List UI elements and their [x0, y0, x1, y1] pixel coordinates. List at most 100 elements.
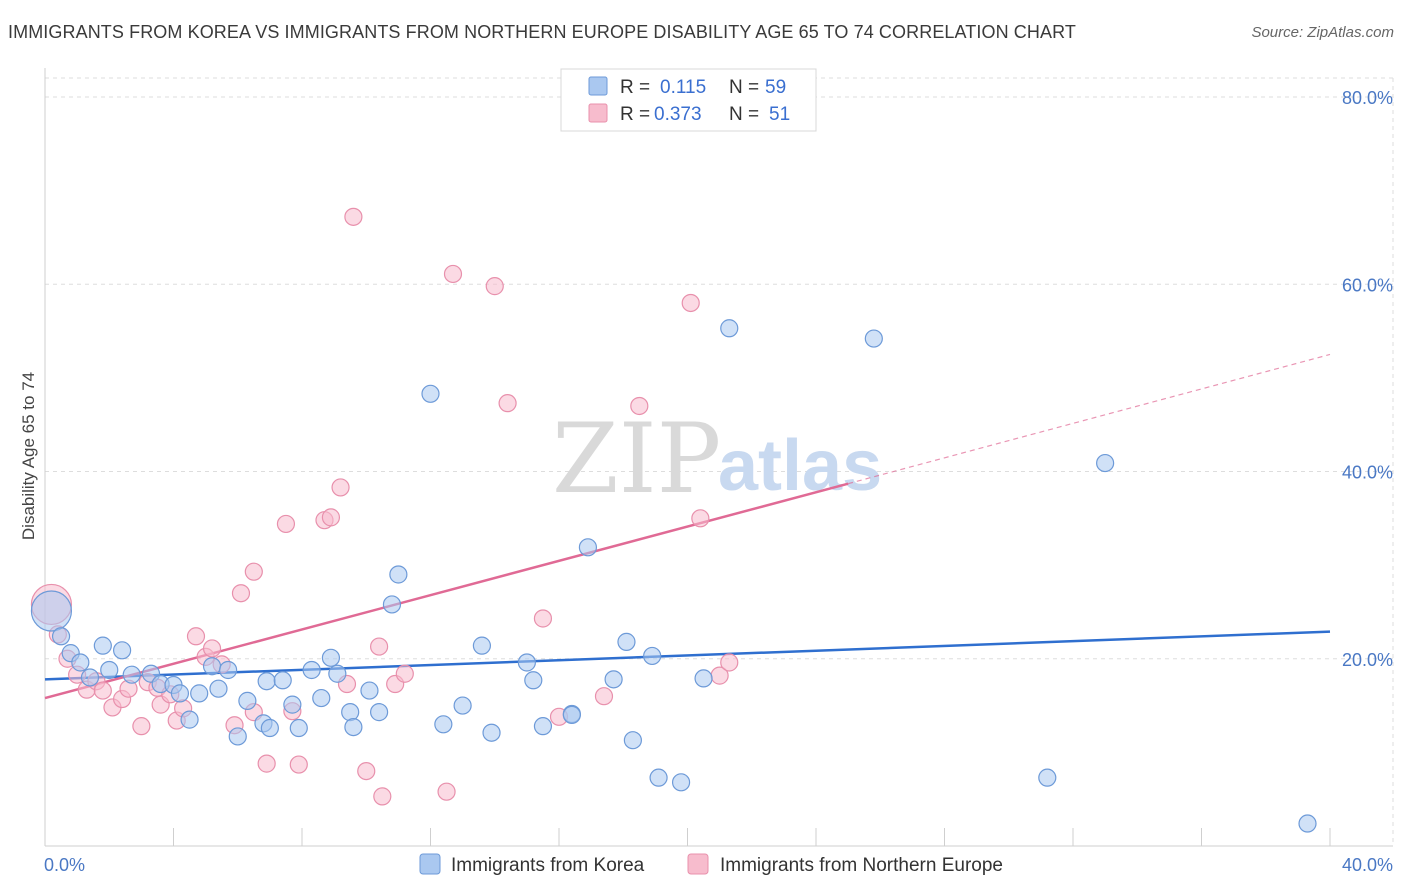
bottom-legend-label-europe: Immigrants from Northern Europe	[720, 855, 1003, 876]
trend-lines	[44, 353, 1331, 700]
bottom-legend-swatch-korea	[419, 853, 441, 875]
point-europe	[289, 755, 308, 774]
point-europe	[202, 639, 222, 658]
point-korea	[482, 723, 501, 742]
point-korea	[100, 660, 119, 680]
point-korea	[472, 636, 491, 655]
point-korea	[453, 696, 472, 715]
point-korea	[260, 718, 279, 738]
bottom-legend-swatch-europe	[687, 853, 709, 875]
legend-swatch-europe	[588, 103, 608, 123]
point-korea	[180, 710, 199, 729]
point-europe	[395, 664, 414, 683]
point-europe	[594, 687, 614, 706]
point-korea	[321, 648, 341, 667]
legend-r-label-korea: R =	[620, 77, 650, 98]
legend-n-value-europe: 51	[769, 104, 790, 125]
point-korea	[389, 565, 408, 584]
point-europe	[533, 609, 553, 628]
point-korea	[112, 641, 132, 660]
point-europe	[186, 627, 206, 646]
point-korea	[257, 672, 276, 691]
point-korea	[190, 684, 209, 703]
x-tick-label: 40.0%	[1342, 855, 1393, 875]
point-europe	[485, 277, 504, 296]
point-korea	[228, 727, 247, 746]
point-europe	[691, 509, 710, 528]
point-korea	[434, 715, 453, 734]
point-korea	[649, 768, 668, 787]
point-korea	[1096, 453, 1115, 473]
bottom-legend-label-korea: Immigrants from Korea	[451, 855, 645, 876]
data-points	[30, 207, 1317, 833]
point-korea	[341, 703, 360, 722]
point-korea	[30, 590, 73, 632]
point-korea	[170, 684, 190, 703]
point-korea	[328, 664, 347, 683]
point-korea	[694, 669, 713, 688]
legend-r-label-europe: R =	[620, 104, 650, 125]
point-korea	[370, 703, 389, 722]
point-korea	[533, 717, 553, 736]
point-korea	[578, 538, 598, 557]
point-korea	[421, 384, 440, 403]
point-korea	[864, 329, 883, 348]
point-europe	[244, 562, 263, 581]
y-tick-label: 80.0%	[1342, 88, 1393, 108]
point-europe	[132, 717, 151, 736]
point-europe	[257, 754, 276, 773]
point-europe	[720, 653, 739, 672]
point-korea	[617, 632, 636, 651]
point-korea	[93, 636, 112, 655]
point-europe	[443, 264, 463, 284]
trend-line-korea	[44, 630, 1331, 681]
point-korea	[623, 731, 642, 750]
point-korea	[51, 627, 71, 646]
legend-r-value-korea: 0.115	[660, 77, 706, 98]
y-tick-label: 20.0%	[1342, 650, 1393, 670]
legend-n-label-europe: N =	[729, 104, 759, 125]
point-korea	[71, 653, 90, 672]
point-korea	[360, 681, 379, 700]
legend-r-value-europe: 0.373	[654, 104, 702, 125]
point-korea	[122, 665, 141, 684]
point-korea	[524, 671, 543, 690]
point-europe	[681, 293, 700, 313]
point-korea	[720, 319, 739, 338]
point-europe	[498, 394, 517, 413]
point-korea	[289, 718, 308, 738]
point-korea	[80, 668, 100, 687]
point-europe	[93, 681, 112, 700]
watermark: ZIP atlas	[552, 403, 882, 515]
point-korea	[517, 653, 536, 672]
point-europe	[357, 761, 376, 781]
point-europe	[231, 584, 251, 603]
point-korea	[643, 646, 662, 666]
point-korea	[382, 595, 402, 614]
grid-lines	[45, 77, 1394, 846]
trend-line-europe-extrapolated	[847, 353, 1331, 485]
point-korea	[202, 657, 222, 676]
legend-n-label-korea: N =	[729, 77, 759, 98]
chart-title: IMMIGRANTS FROM KOREA VS IMMIGRANTS FROM…	[8, 22, 1076, 42]
point-korea	[604, 670, 623, 689]
point-korea	[1038, 768, 1057, 787]
trend-line-europe	[44, 482, 849, 700]
axes	[44, 68, 1393, 847]
watermark-atlas: atlas	[718, 426, 882, 506]
watermark-zip: ZIP	[552, 403, 721, 515]
tick-labels: 20.0% 40.0% 60.0% 80.0% 0.0% 40.0%	[44, 88, 1393, 875]
y-tick-label: 40.0%	[1342, 463, 1393, 483]
point-korea	[302, 660, 321, 680]
point-korea	[1298, 814, 1317, 833]
legend-swatch-korea	[588, 76, 608, 96]
legend: R = 0.115 N = 59 R = 0.373 N = 51	[560, 68, 817, 132]
y-tick-label: 60.0%	[1342, 275, 1393, 295]
bottom-legend: Immigrants from Korea Immigrants from No…	[419, 853, 1003, 876]
source-label: Source: ZipAtlas.com	[1251, 24, 1394, 41]
point-europe	[344, 207, 363, 226]
point-korea	[219, 660, 238, 680]
point-europe	[630, 396, 649, 416]
point-europe	[373, 787, 392, 806]
